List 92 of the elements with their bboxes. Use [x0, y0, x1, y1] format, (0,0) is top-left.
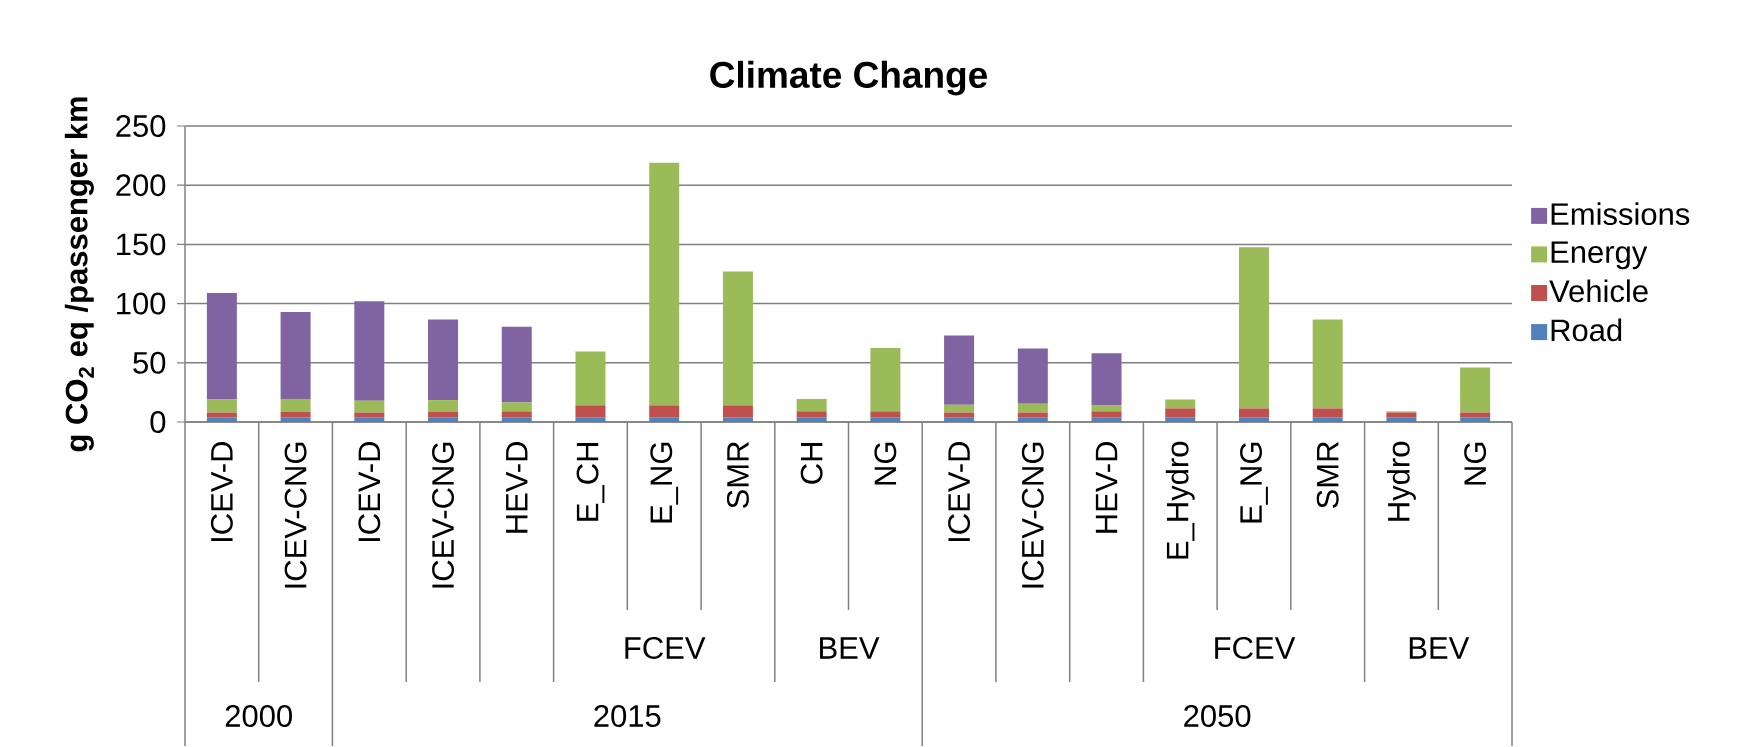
- bar: [1165, 417, 1196, 423]
- text: BEV: [1409, 637, 1470, 659]
- bar: [206, 399, 237, 413]
- bar: [649, 417, 680, 423]
- legend-label: Vehicle: [1549, 279, 1648, 303]
- y-axis-title: g CO$_{2}$ eq /passenger km: [64, 97, 94, 452]
- legend-label: Energy: [1551, 241, 1648, 270]
- bar: [796, 417, 827, 423]
- bar: [1165, 399, 1196, 409]
- bar: [501, 326, 532, 403]
- bar: [428, 412, 459, 418]
- bar: [1386, 417, 1417, 423]
- bar: [501, 402, 532, 412]
- text: 2050: [1184, 705, 1251, 728]
- bar: [1091, 417, 1122, 423]
- bar: [280, 417, 311, 423]
- x-tick-label: NG: [1464, 442, 1487, 485]
- bar: [1238, 417, 1269, 423]
- text: BEV: [820, 637, 880, 659]
- bar: [280, 312, 311, 400]
- bar: [428, 417, 459, 423]
- x-tick-label: Hydro: [1386, 441, 1416, 521]
- x-tick-label: SMR: [1316, 442, 1339, 509]
- bar: [870, 417, 901, 423]
- bar: [206, 293, 237, 400]
- bar: [206, 417, 237, 423]
- x-tick-label: E_CH: [576, 443, 605, 521]
- bar: [1460, 367, 1491, 413]
- x-tick-label: E_NG: [650, 442, 679, 523]
- y-tick-label: 250: [116, 115, 166, 138]
- bar: [1238, 408, 1269, 418]
- bar: [1312, 408, 1343, 418]
- y-tick-label: 100: [117, 292, 166, 315]
- bar: [575, 351, 606, 406]
- bar: [1017, 348, 1048, 404]
- bar: [944, 335, 975, 405]
- x-tick-label: CH: [800, 443, 823, 484]
- bar: [280, 412, 311, 418]
- bar: [1312, 417, 1343, 423]
- text: FCEV: [1215, 637, 1296, 660]
- x-tick-label: ICEV-CNG: [432, 442, 455, 588]
- bar: [1091, 353, 1122, 406]
- bar: [944, 404, 975, 413]
- x-tick-label: SMR: [726, 442, 749, 509]
- y-tick-label: 150: [117, 233, 166, 256]
- y-tick-label: 50: [133, 351, 166, 374]
- bar: [1017, 417, 1048, 423]
- x-tick-label: ICEV-D: [358, 442, 381, 542]
- x-tick-label: HEV-D: [1095, 442, 1118, 533]
- x-tick-label: ICEV-D: [948, 442, 971, 542]
- bar: [1312, 319, 1343, 409]
- bar: [575, 405, 606, 418]
- chart-title: Climate Change: [710, 60, 988, 96]
- bar: [870, 348, 901, 412]
- bar: [1238, 247, 1269, 409]
- bar: [1091, 411, 1122, 418]
- bar: [575, 417, 606, 423]
- x-tick-label: ICEV-CNG: [1021, 442, 1044, 588]
- bar: [501, 417, 532, 423]
- legend-label: Emissions: [1551, 202, 1690, 226]
- text: 2015: [594, 705, 661, 728]
- bar: [428, 319, 459, 401]
- bar: [1460, 417, 1491, 423]
- x-tick-label: HEV-D: [506, 442, 528, 533]
- bar: [796, 399, 827, 412]
- bar: [1165, 408, 1196, 418]
- bar: [354, 417, 385, 423]
- bar: [944, 417, 975, 423]
- x-tick-label: E_NG: [1240, 442, 1268, 523]
- y-tick-label: 0: [150, 411, 166, 434]
- bar: [1017, 403, 1048, 413]
- bar: [722, 417, 753, 423]
- x-tick-label: ICEV-CNG: [284, 442, 307, 588]
- x-tick-label: NG: [874, 442, 897, 485]
- bar: [280, 399, 311, 413]
- bar: [428, 400, 459, 413]
- bar: [354, 301, 385, 401]
- bar: [1091, 405, 1122, 412]
- bar: [722, 405, 753, 418]
- bar: [649, 405, 680, 418]
- bar: [649, 162, 680, 406]
- bar: [501, 411, 532, 418]
- x-tick-label: E_Hydro: [1165, 441, 1195, 559]
- text: FCEV: [625, 637, 706, 660]
- legend-label: Road: [1551, 318, 1622, 342]
- x-tick-label: ICEV-D: [210, 442, 233, 542]
- bar: [722, 271, 753, 406]
- bar: [796, 411, 827, 418]
- text: 2000: [225, 705, 292, 728]
- bar: [354, 400, 385, 413]
- bar: [870, 411, 901, 418]
- y-tick-label: 200: [116, 174, 166, 197]
